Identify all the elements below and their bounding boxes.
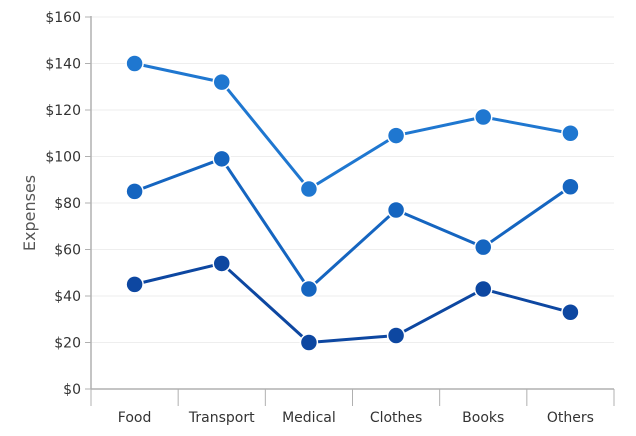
- y-tick-label: $20: [54, 336, 81, 352]
- series-line: [134, 62, 571, 191]
- data-point[interactable]: [125, 275, 144, 294]
- data-point[interactable]: [299, 179, 319, 199]
- y-tick-label: $100: [45, 150, 81, 166]
- data-point[interactable]: [474, 237, 493, 257]
- data-point[interactable]: [386, 200, 406, 220]
- data-point[interactable]: [212, 254, 231, 273]
- x-tick-label: Transport: [188, 410, 255, 426]
- data-point[interactable]: [386, 126, 406, 145]
- data-point[interactable]: [125, 182, 144, 201]
- series-line: [134, 261, 571, 344]
- x-tick-label: Medical: [282, 410, 336, 426]
- series-line: [134, 157, 572, 291]
- y-tick-label: $40: [54, 289, 81, 305]
- y-axis-ticks: $0 $20 $40 $60 $80 $100 $120 $140 $160: [45, 10, 91, 398]
- series-2: [125, 149, 580, 299]
- data-point[interactable]: [474, 107, 493, 127]
- y-axis-title: Expenses: [20, 175, 39, 251]
- y-tick-label: $0: [63, 382, 81, 398]
- x-tick-label: Others: [547, 410, 594, 426]
- y-tick-label: $60: [54, 243, 81, 259]
- x-tick-label: Clothes: [370, 410, 423, 426]
- data-point[interactable]: [212, 149, 231, 169]
- x-axis-ticks: Food Transport Medical Clothes Books Others: [90, 389, 615, 426]
- x-tick-label: Books: [462, 410, 504, 426]
- y-tick-label: $80: [54, 196, 81, 212]
- data-point[interactable]: [561, 303, 580, 322]
- series-3: [125, 254, 580, 352]
- y-tick-label: $160: [45, 10, 81, 26]
- data-point[interactable]: [474, 279, 493, 299]
- data-point[interactable]: [212, 72, 231, 92]
- data-point[interactable]: [561, 177, 580, 196]
- data-point[interactable]: [386, 326, 406, 345]
- data-point[interactable]: [299, 333, 319, 352]
- data-point[interactable]: [125, 54, 144, 73]
- x-tick-label: Food: [118, 410, 152, 426]
- data-point[interactable]: [299, 279, 319, 299]
- series-1: [125, 54, 580, 199]
- data-point[interactable]: [561, 124, 580, 143]
- series-layer: [125, 54, 580, 352]
- y-tick-label: $120: [45, 103, 81, 119]
- y-tick-label: $140: [45, 57, 81, 73]
